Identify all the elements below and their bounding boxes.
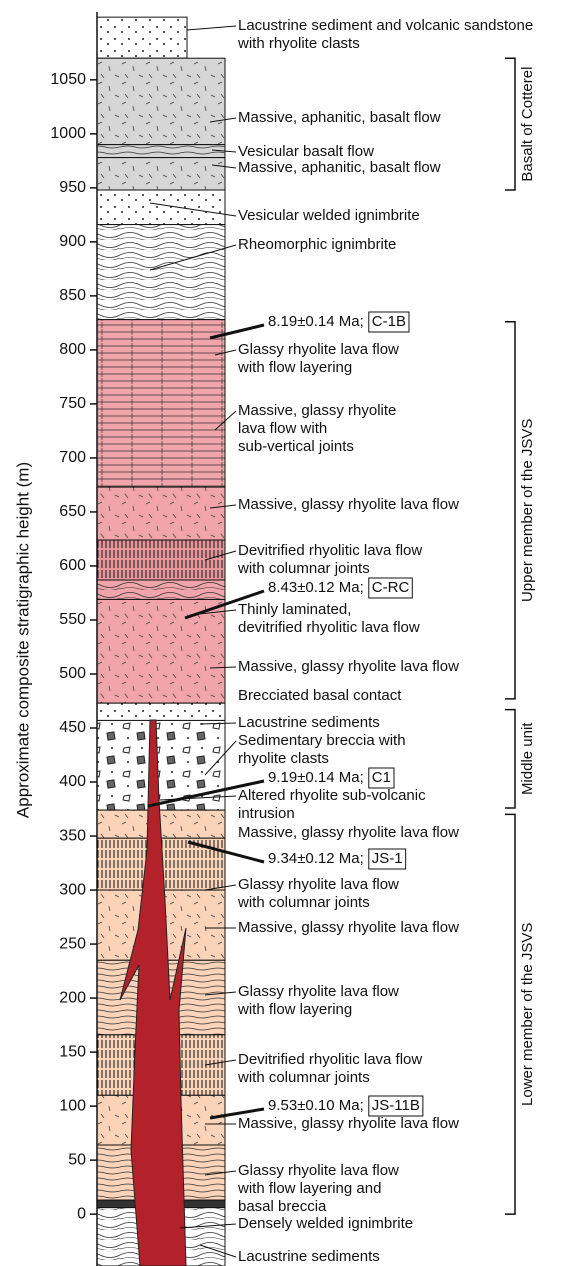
y-tick-label: 550 <box>59 611 86 628</box>
layer-label: Glassy rhyolite lava flow <box>238 876 399 893</box>
layer-label: rhyolite clasts <box>238 750 329 767</box>
layer-label: Sedimentary breccia with <box>238 732 406 749</box>
layer-pattern <box>97 580 225 599</box>
layer-label: with columnar joints <box>237 894 370 911</box>
y-tick-label: 100 <box>59 1097 86 1114</box>
layer-pattern <box>97 190 225 225</box>
layer-label: Altered rhyolite sub-volcanic <box>238 787 426 804</box>
layer-label: lava flow with <box>238 420 327 437</box>
layer-label: Brecciated basal contact <box>238 687 402 704</box>
y-tick-label: 150 <box>59 1043 86 1060</box>
layer-label: Massive, glassy rhyolite lava flow <box>238 919 459 936</box>
layer-label: Devitrified rhyolitic lava flow <box>238 542 422 559</box>
sample-id: C-1B <box>372 313 406 330</box>
layer-pattern <box>97 703 225 720</box>
layer-label: Thinly laminated, <box>238 601 351 618</box>
y-tick-label: 0 <box>77 1205 86 1222</box>
age-text: 8.19±0.14 Ma; <box>268 313 364 330</box>
layer-label: Massive, glassy rhyolite lava flow <box>238 496 459 513</box>
layer-label: Vesicular welded ignimbrite <box>238 207 420 224</box>
layer-label: Massive, aphanitic, basalt flow <box>238 109 441 126</box>
layer-label: Massive, glassy rhyolite lava flow <box>238 658 459 675</box>
unit-name: Upper member of the JSVS <box>519 419 536 602</box>
layer-pattern <box>97 145 225 158</box>
sample-id: C1 <box>372 769 391 786</box>
age-text: 9.53±0.10 Ma; <box>268 1097 364 1114</box>
layer-label: Devitrified rhyolitic lava flow <box>238 1051 422 1068</box>
layer-pattern <box>97 17 187 58</box>
unit-name: Middle unit <box>519 722 536 795</box>
sample-id: JS-11B <box>372 1097 420 1114</box>
layer-pattern <box>97 487 225 540</box>
layer-label: Massive, glassy rhyolite lava flow <box>238 1115 459 1132</box>
y-tick-label: 650 <box>59 503 86 520</box>
layer-label: with flow layering <box>237 359 352 376</box>
layer-label: with rhyolite clasts <box>237 35 360 52</box>
layer-pattern <box>97 720 225 810</box>
y-tick-label: 400 <box>59 773 86 790</box>
layer-label: Massive, aphanitic, basalt flow <box>238 159 441 176</box>
layer-label: with columnar joints <box>237 1069 370 1086</box>
layer-pattern <box>97 320 225 487</box>
layer-label: Massive, glassy rhyolite lava flow <box>238 824 459 841</box>
unit-bracket <box>505 322 515 699</box>
y-tick-label: 1050 <box>50 71 86 88</box>
layer-label: Glassy rhyolite lava flow <box>238 341 399 358</box>
unit-bracket <box>505 710 515 808</box>
age-text: 9.19±0.14 Ma; <box>268 769 364 786</box>
y-tick-label: 900 <box>59 233 86 250</box>
layer-label: Lacustrine sediments <box>238 1248 380 1265</box>
layer-pattern <box>97 158 225 190</box>
layer-label: Massive, glassy rhyolite <box>238 402 396 419</box>
unit-name: Lower member of the JSVS <box>519 923 536 1106</box>
layer-label: Densely welded ignimbrite <box>238 1215 413 1232</box>
y-tick-label: 450 <box>59 719 86 736</box>
layer-label: with columnar joints <box>237 560 370 577</box>
y-tick-label: 250 <box>59 935 86 952</box>
y-tick-label: 500 <box>59 665 86 682</box>
leader <box>187 26 236 30</box>
layer-label: Glassy rhyolite lava flow <box>238 1162 399 1179</box>
y-tick-label: 350 <box>59 827 86 844</box>
y-tick-label: 1000 <box>50 125 86 142</box>
age-text: 8.43±0.12 Ma; <box>268 579 364 596</box>
layer-pattern <box>97 599 225 703</box>
layer-label: Glassy rhyolite lava flow <box>238 983 399 1000</box>
y-tick-label: 950 <box>59 179 86 196</box>
unit-bracket <box>505 814 515 1214</box>
layer-label: devitrified rhyolitic lava flow <box>238 619 420 636</box>
layer-label: with flow layering and <box>237 1180 381 1197</box>
y-tick-label: 50 <box>68 1151 86 1168</box>
y-tick-label: 750 <box>59 395 86 412</box>
layer-label: Lacustrine sediments <box>238 714 380 731</box>
y-tick-label: 200 <box>59 989 86 1006</box>
layer-pattern <box>97 58 225 144</box>
sample-id: C-RC <box>372 579 410 596</box>
layer-label: intrusion <box>238 805 295 822</box>
y-axis-label: Approximate composite stratigraphic heig… <box>13 462 32 818</box>
layer-label: sub-vertical joints <box>238 438 354 455</box>
y-tick-label: 600 <box>59 557 86 574</box>
y-tick-label: 700 <box>59 449 86 466</box>
sample-id: JS-1 <box>372 850 403 867</box>
unit-bracket <box>505 58 515 190</box>
y-tick-label: 800 <box>59 341 86 358</box>
age-text: 9.34±0.12 Ma; <box>268 850 364 867</box>
layer-label: Rheomorphic ignimbrite <box>238 236 396 253</box>
page: Approximate composite stratigraphic heig… <box>0 0 581 1266</box>
layer-label: Vesicular basalt flow <box>238 143 374 160</box>
layer-label: basal breccia <box>238 1198 327 1215</box>
layer-label: Lacustrine sediment and volcanic sandsto… <box>238 17 533 34</box>
stratigraphic-column: Approximate composite stratigraphic heig… <box>0 0 581 1266</box>
unit-name: Basalt of Cotterel <box>519 67 536 182</box>
layer-label: with flow layering <box>237 1001 352 1018</box>
layer-pattern <box>97 225 225 320</box>
y-tick-label: 850 <box>59 287 86 304</box>
y-tick-label: 300 <box>59 881 86 898</box>
